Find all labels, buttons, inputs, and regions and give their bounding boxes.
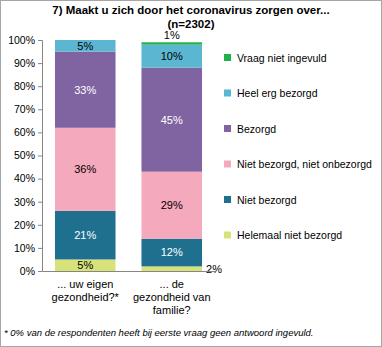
bar-segment <box>55 128 116 211</box>
bar-segment <box>141 172 202 239</box>
x-axis-line <box>43 271 216 272</box>
y-tick: 30% <box>14 196 42 208</box>
bar-segment <box>141 45 202 68</box>
y-tick: 0% <box>20 265 42 277</box>
x-tick: ... degezondheid vanfamilie? <box>133 271 211 316</box>
data-label: 33% <box>74 84 96 96</box>
data-label: 2% <box>206 263 222 275</box>
y-tick: 40% <box>14 172 42 184</box>
y-tick-mark <box>38 248 42 249</box>
y-tick-mark <box>38 179 42 180</box>
y-tick-label: 70% <box>14 103 35 115</box>
legend-label: Vraag niet ingevuld <box>237 52 327 64</box>
y-tick-label: 90% <box>14 57 35 69</box>
y-tick-label: 100% <box>8 34 35 46</box>
y-tick-label: 80% <box>14 80 35 92</box>
subtitle: (n=2302) <box>168 18 215 30</box>
y-tick-mark <box>38 132 42 133</box>
data-label: 5% <box>77 40 93 52</box>
y-tick-mark <box>38 202 42 203</box>
data-label: 21% <box>74 229 96 241</box>
bar-segment <box>55 40 116 52</box>
y-tick-mark <box>38 225 42 226</box>
y-tick: 100% <box>8 34 42 46</box>
y-axis: 0% 10% 20% 30% 40% 50% 60% 70% 80% 90% 100% <box>8 34 42 277</box>
data-label: 45% <box>161 114 183 126</box>
legend-swatch <box>224 125 231 132</box>
y-tick-label: 0% <box>20 265 35 277</box>
data-label: 1% <box>164 29 180 41</box>
legend-label: Helemaal niet bezorgd <box>237 229 342 241</box>
y-tick-mark <box>38 86 42 87</box>
y-tick-mark <box>38 40 42 41</box>
legend-swatch <box>224 54 231 61</box>
x-tick: ... uw eigengezondheid?* <box>52 271 120 303</box>
bar-segment <box>141 68 202 172</box>
data-labels: 5% 2% 21% 12% 36% 29% 33% 45% 5% 10% 1% <box>74 29 222 274</box>
y-tick-label: 60% <box>14 126 35 138</box>
bars <box>55 40 202 271</box>
y-tick: 90% <box>14 57 42 69</box>
bar-segment <box>141 266 202 271</box>
y-tick: 60% <box>14 126 42 138</box>
y-tick-label: 10% <box>14 242 35 254</box>
legend-swatch <box>224 90 231 97</box>
title: 7) Maakt u zich door het coronavirus zor… <box>52 4 329 16</box>
chart: 7) Maakt u zich door het coronavirus zor… <box>0 0 382 347</box>
legend-swatch <box>224 232 231 239</box>
legend-label: Niet bezorgd <box>237 194 297 206</box>
legend-label: Bezorgd <box>237 123 276 135</box>
data-label: 12% <box>161 246 183 258</box>
legend-label: Heel erg bezorgd <box>237 87 318 99</box>
bar-segment <box>55 52 116 128</box>
footnote: * 0% van de respondenten heeft bij eerst… <box>4 327 314 338</box>
y-tick: 50% <box>14 149 42 161</box>
y-tick-mark <box>38 63 42 64</box>
legend-swatch <box>224 196 231 203</box>
y-tick: 70% <box>14 103 42 115</box>
y-tick-label: 30% <box>14 196 35 208</box>
y-tick: 10% <box>14 242 42 254</box>
data-label: 29% <box>161 199 183 211</box>
bar-segment <box>141 239 202 267</box>
legend-swatch <box>224 161 231 168</box>
x-tick-label: ... uw eigengezondheid?* <box>52 278 120 303</box>
y-tick-mark <box>38 156 42 157</box>
y-tick-mark <box>38 271 42 272</box>
data-label: 36% <box>74 163 96 175</box>
legend-label: Niet bezorgd, niet onbezorgd <box>237 158 372 170</box>
y-tick-label: 20% <box>14 219 35 231</box>
bar-segment <box>55 211 116 260</box>
y-tick-label: 40% <box>14 172 35 184</box>
bar-segment <box>55 259 116 271</box>
y-tick-mark <box>38 109 42 110</box>
legend: Vraag niet ingevuld Heel erg bezorgd Bezor… <box>224 52 372 242</box>
bar-segment <box>141 42 202 44</box>
y-tick: 20% <box>14 219 42 231</box>
x-tick-label: ... degezondheid vanfamilie? <box>133 278 211 315</box>
y-tick-label: 50% <box>14 149 35 161</box>
data-label: 10% <box>161 50 183 62</box>
x-axis: ... uw eigengezondheid?* ... degezondheid… <box>43 271 216 316</box>
chart-frame <box>1 1 382 347</box>
y-axis-line <box>38 41 43 272</box>
data-label: 5% <box>77 259 93 271</box>
y-tick: 80% <box>14 80 42 92</box>
